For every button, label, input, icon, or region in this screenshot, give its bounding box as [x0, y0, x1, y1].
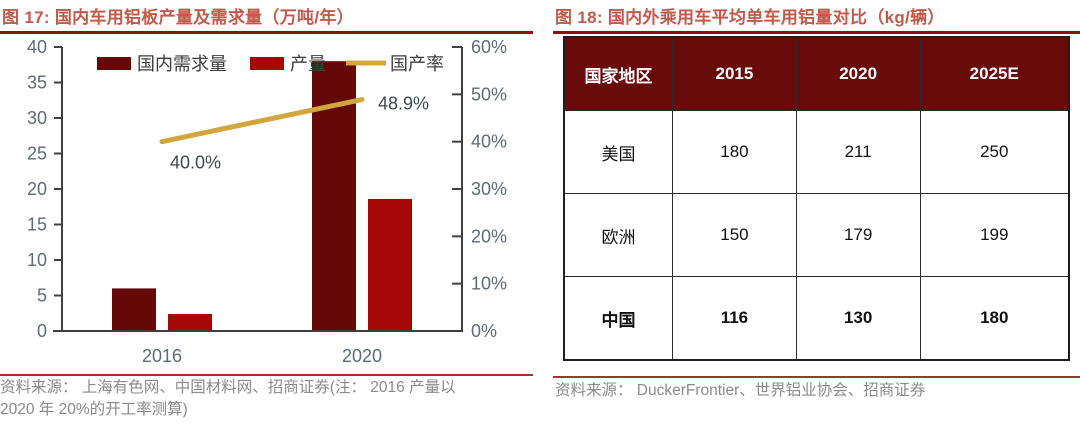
left-axis-label: 20: [27, 179, 47, 199]
figure-17-title-rule: [0, 31, 533, 34]
table-header-cell: 国家地区: [563, 36, 674, 111]
source-text-line: 资料来源： 上海有色网、中国材料网、招商证券(注： 2016 产量以: [0, 379, 456, 396]
demand-bar-2016: [112, 288, 156, 331]
figure-18-title-rule: [553, 31, 1080, 34]
figure-17-combo-chart: 0 5 10 15 20 25 30 35 40 0% 10% 20% 30% 40% 50% 60% 2016…: [0, 36, 533, 370]
table-cell: 中国: [563, 276, 674, 361]
right-axis-label: 50%: [471, 84, 507, 104]
figure-18-source-note: 资料来源： DuckerFrontier、世界铝业协会、招商证券: [555, 380, 1080, 402]
table-cell: 250: [919, 110, 1070, 194]
figure-17-source-rule: [0, 374, 533, 376]
left-axis-label: 0: [37, 321, 47, 341]
figure-18-panel: 图 18: 国内外乘用车平均单车用铝量对比（kg/辆） 国家地区 2015 2020…: [553, 0, 1080, 429]
aluminum-per-vehicle-table: 国家地区 2015 2020 2025E 美国 180 211 250 欧洲 150 179 199 中…: [563, 36, 1070, 361]
production-bar-2020: [368, 198, 412, 331]
right-axis-label: 10%: [471, 274, 507, 294]
table-header-cell: 2015: [672, 36, 797, 111]
left-axis-label: 5: [37, 286, 47, 306]
table-row-欧洲: 欧洲 150 179 199: [563, 193, 1070, 277]
data-label-40.0%: 40.0%: [170, 153, 221, 173]
legend-label-产量: 产量: [290, 54, 326, 74]
figure-18-source-rule: [553, 376, 1080, 378]
table-cell: 116: [672, 276, 797, 361]
legend-label-国内需求量: 国内需求量: [137, 54, 227, 74]
figure-18-table-wrap: 国家地区 2015 2020 2025E 美国 180 211 250 欧洲 150 179 199 中…: [563, 36, 1070, 361]
table-header-cell: 2020: [795, 36, 921, 111]
figure-17-source-note: 资料来源： 上海有色网、中国材料网、招商证券(注： 2016 产量以 2020 …: [0, 377, 531, 420]
left-axis-label: 15: [27, 215, 47, 235]
right-axis-label: 20%: [471, 226, 507, 246]
table-cell: 150: [672, 193, 797, 277]
table-cell: 211: [795, 110, 921, 194]
right-axis-label: 40%: [471, 132, 507, 152]
left-axis-label: 30: [27, 108, 47, 128]
localization-rate-line: [159, 97, 365, 145]
figure-17-title: 图 17: 国内车用铝板产量及需求量（万吨/年）: [2, 8, 354, 27]
left-axis-label: 35: [27, 73, 47, 93]
x-axis-label-2016: 2016: [142, 346, 182, 366]
table-cell: 199: [919, 193, 1070, 277]
table-cell: 180: [672, 110, 797, 194]
production-bar-2016: [168, 313, 212, 331]
legend-label-国产率: 国产率: [390, 54, 444, 74]
source-text-line: 2020 年 20%的开工率测算): [0, 400, 188, 418]
x-axis-label-2020: 2020: [342, 346, 382, 366]
source-text-line: 资料来源： DuckerFrontier、世界铝业协会、招商证券: [555, 382, 926, 399]
table-cell: 130: [795, 276, 921, 361]
table-row-中国: 中国 116 130 180: [563, 276, 1070, 361]
figure-18-title: 图 18: 国内外乘用车平均单车用铝量对比（kg/辆）: [555, 8, 945, 27]
figure-17-panel: 图 17: 国内车用铝板产量及需求量（万吨/年） 0 5 10 15 20 25 30 35 4…: [0, 0, 533, 429]
left-axis-label: 40: [27, 37, 47, 57]
data-label-48.9%: 48.9%: [378, 94, 429, 114]
table-cell: 179: [795, 193, 921, 277]
table-cell: 180: [919, 276, 1070, 361]
left-axis-label: 10: [27, 250, 47, 270]
table-cell: 欧洲: [563, 193, 674, 277]
legend-swatch-产量: [250, 57, 284, 70]
left-axis-label: 25: [27, 144, 47, 164]
right-axis-label: 0%: [471, 321, 497, 341]
combo-chart-svg: 0 5 10 15 20 25 30 35 40 0% 10% 20% 30% 40% 50% 60% 2016…: [27, 37, 507, 366]
table-header-row: 国家地区 2015 2020 2025E: [563, 36, 1070, 111]
legend-swatch-国内需求量: [97, 57, 131, 70]
right-axis-label: 30%: [471, 179, 507, 199]
table-row-美国: 美国 180 211 250: [563, 110, 1070, 194]
table-cell: 美国: [563, 110, 674, 194]
table-header-cell: 2025E: [919, 36, 1070, 111]
right-axis-label: 60%: [471, 37, 507, 57]
